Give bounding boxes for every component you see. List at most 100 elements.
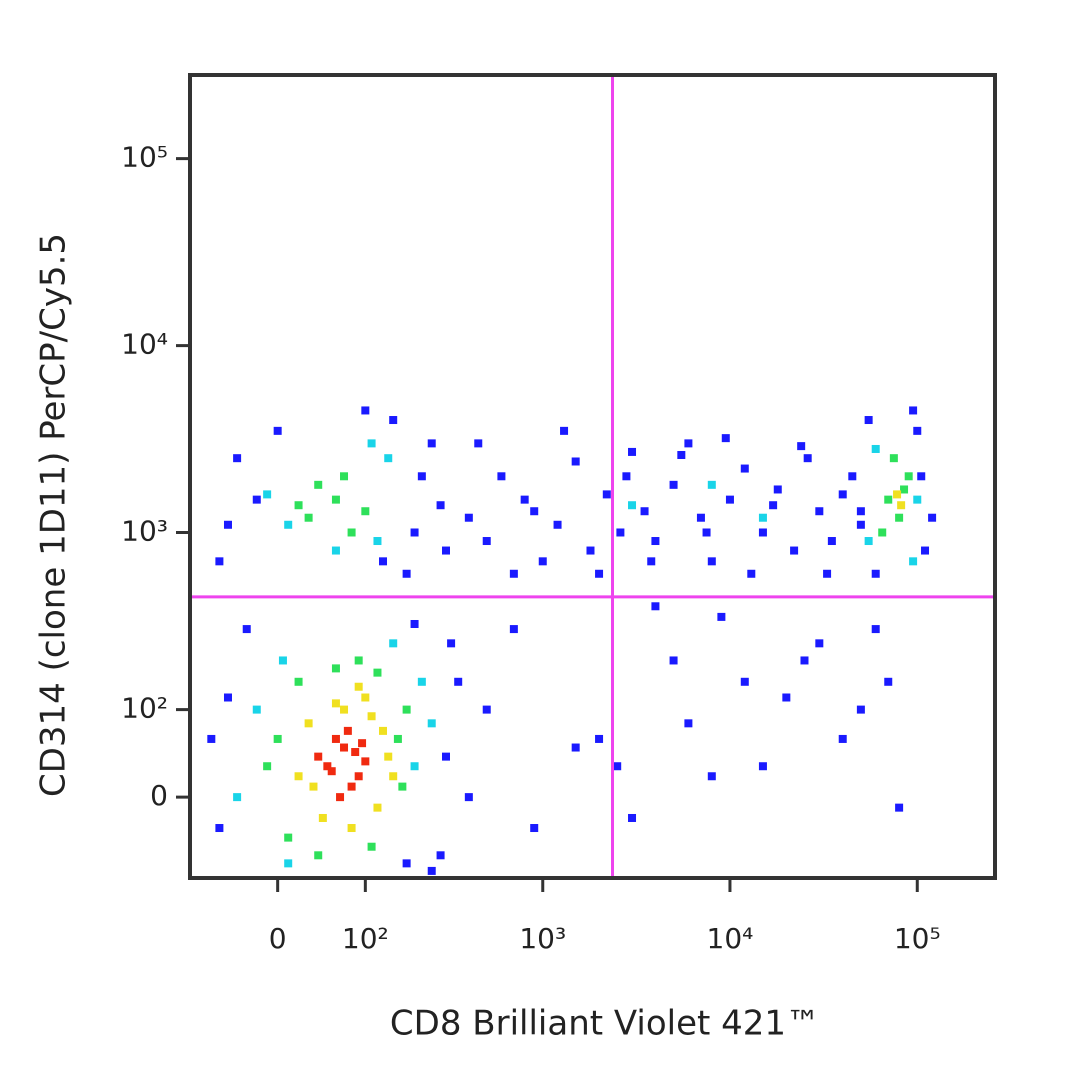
point [895,803,904,812]
point [684,439,693,448]
point [717,612,726,621]
point [864,537,873,546]
point [871,625,880,634]
point [560,426,569,435]
point [707,772,716,781]
point [309,782,318,791]
point [856,705,865,714]
point [294,772,303,781]
point [215,557,224,566]
point [343,726,352,735]
point [252,495,261,504]
point [398,782,407,791]
point [651,537,660,546]
point [913,426,922,435]
point [913,495,922,504]
y-tick-label: 10² [121,692,168,725]
point [482,537,491,546]
point [707,557,716,566]
point [684,719,693,728]
point [838,734,847,743]
point [622,472,631,481]
x-tick-label: 10² [342,922,389,955]
point [304,719,313,728]
point [314,752,323,761]
point [856,520,865,529]
point [263,762,272,771]
point [361,507,370,516]
point [647,557,656,566]
point [464,513,473,522]
x-tick-label: 10⁴ [707,922,754,955]
point [921,546,930,555]
point [815,507,824,516]
point [758,762,767,771]
point [402,705,411,714]
point [669,480,678,489]
point [207,734,216,743]
point [856,507,865,516]
point [640,507,649,516]
point [223,520,232,529]
point [904,472,913,481]
points [207,406,937,875]
point [758,528,767,537]
point [417,677,426,686]
point [263,490,272,499]
point [758,513,767,522]
point [233,454,242,463]
point [393,734,402,743]
point [893,490,902,499]
point [427,719,436,728]
point [284,520,293,529]
point [436,851,445,860]
point [651,602,660,611]
x-axis-label: CD8 Brilliant Violet 421™ [390,1004,820,1044]
point [402,859,411,868]
y-tick-label: 10³ [121,514,168,547]
point [773,485,782,494]
y-tick-label: 0 [150,779,168,812]
point [361,693,370,702]
point [367,712,376,721]
point [278,656,287,665]
point [613,762,622,771]
point [509,625,518,634]
point [354,682,363,691]
point [294,677,303,686]
point [273,734,282,743]
point [436,501,445,510]
point [553,520,562,529]
point [782,693,791,702]
point [304,513,313,522]
point [878,528,887,537]
point [410,528,419,537]
point [800,656,809,665]
y-tick-label: 10⁵ [121,141,168,174]
point [464,793,473,802]
point [347,824,356,833]
point [628,813,637,822]
point [725,495,734,504]
point [273,426,282,435]
point [233,793,242,802]
point [884,495,893,504]
point [520,495,529,504]
point [447,639,456,648]
point [318,813,327,822]
point [351,748,360,757]
point [474,439,483,448]
y-tick-label: 10⁴ [121,328,168,361]
point [410,762,419,771]
plot-frame [188,73,997,880]
point [871,569,880,578]
point [294,501,303,510]
point [454,677,463,686]
point [347,528,356,537]
point [900,485,909,494]
point [702,528,711,537]
point [384,454,393,463]
point [354,656,363,665]
point [897,501,906,510]
